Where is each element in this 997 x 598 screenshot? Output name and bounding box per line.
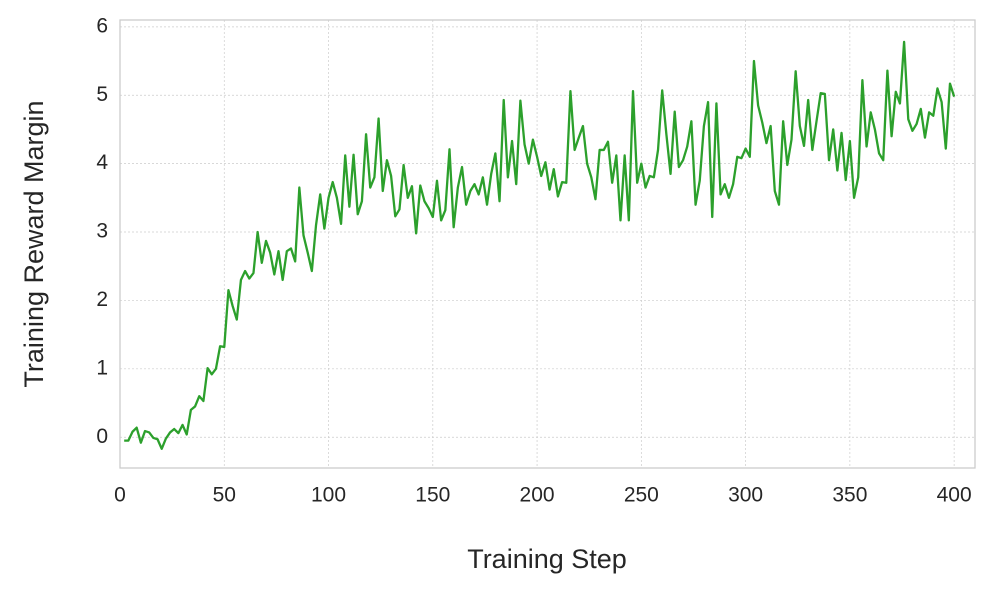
x-tick-label: 350 [832,484,867,507]
x-tick-label: 400 [937,484,972,507]
y-tick-label: 4 [96,151,108,174]
y-tick-label: 6 [96,14,108,37]
x-axis-label: Training Step [467,544,627,574]
x-tick-label: 100 [311,484,346,507]
grid [119,20,975,468]
x-tick-label: 0 [114,484,126,507]
x-tick-label: 50 [213,484,236,507]
x-tick-label: 200 [520,484,555,507]
y-tick-label: 5 [96,83,108,106]
y-tick-label: 1 [96,356,108,379]
y-tick-label: 3 [96,220,108,243]
y-tick-label: 2 [96,288,108,311]
x-tick-label: 300 [728,484,763,507]
x-tick-label: 250 [624,484,659,507]
data-line [124,40,956,450]
y-tick-label: 0 [96,425,108,448]
y-axis-label: Training Reward Margin [19,100,49,387]
plot-frame [119,19,976,469]
x-tick-label: 150 [415,484,450,507]
